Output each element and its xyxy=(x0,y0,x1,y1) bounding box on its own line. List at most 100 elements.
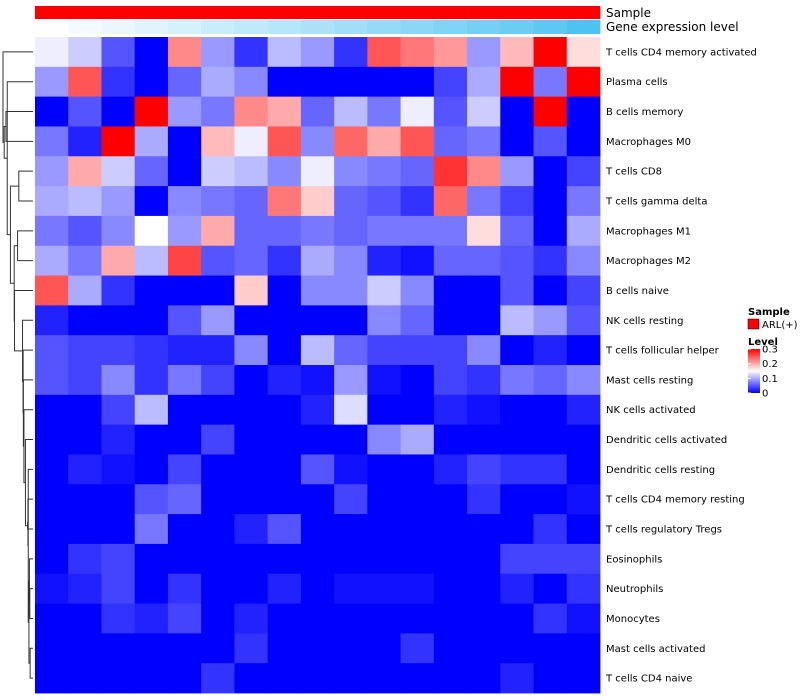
legend-level-title: Level xyxy=(748,337,778,348)
heatmap-cell xyxy=(201,514,235,545)
heatmap-cell xyxy=(400,335,435,366)
heatmap-cell xyxy=(35,186,69,217)
heatmap-cell xyxy=(101,156,136,187)
heatmap-cell xyxy=(400,156,435,187)
sample-track-label: Sample xyxy=(606,6,651,20)
heatmap-cell xyxy=(533,66,568,98)
heatmap-cell xyxy=(334,126,368,157)
heatmap-cell xyxy=(433,215,468,247)
heatmap-cell xyxy=(267,573,302,604)
heatmap-cell xyxy=(68,215,102,247)
heatmap-cell xyxy=(467,245,501,276)
heatmap-cell xyxy=(201,424,235,455)
heatmap-cell xyxy=(367,215,401,247)
heatmap-cell xyxy=(334,66,368,98)
heatmap-cell xyxy=(267,37,302,68)
heatmap-cell xyxy=(467,394,501,426)
heatmap-cell xyxy=(267,275,302,306)
legend-tick-label: 0.1 xyxy=(762,374,778,385)
gene-expression-track-cell xyxy=(566,20,601,34)
heatmap-cell xyxy=(400,603,435,634)
heatmap-cell xyxy=(533,365,568,396)
heatmap-cell xyxy=(300,335,335,366)
heatmap-cell xyxy=(201,96,235,127)
heatmap-cell xyxy=(267,633,302,664)
legend-level-colorbar xyxy=(748,349,760,393)
legend-tick-label: 0.2 xyxy=(762,359,778,370)
heatmap-cell xyxy=(167,394,202,426)
heatmap-cell xyxy=(68,245,102,276)
gene-expression-annotation-track xyxy=(35,20,601,34)
heatmap-cell xyxy=(101,484,136,515)
heatmap-cell xyxy=(134,245,169,276)
heatmap-cell xyxy=(68,66,102,98)
heatmap-cell xyxy=(134,37,169,68)
heatmap-cell xyxy=(400,394,435,426)
heatmap-cell xyxy=(400,514,435,545)
row-label: Mast cells activated xyxy=(606,644,705,655)
gene-expression-track-cell xyxy=(101,20,136,34)
heatmap-cell xyxy=(101,394,136,426)
heatmap-cell xyxy=(167,66,202,98)
heatmap-cell xyxy=(35,156,69,187)
heatmap-cell xyxy=(400,126,435,157)
heatmap-cell xyxy=(566,424,601,455)
heatmap-cell xyxy=(367,66,401,98)
heatmap-cell xyxy=(367,156,401,187)
heatmap-cell xyxy=(167,245,202,276)
heatmap-cell xyxy=(566,454,601,485)
heatmap-cell xyxy=(167,603,202,634)
row-label: Monocytes xyxy=(606,614,660,625)
heatmap-cell xyxy=(68,335,102,366)
sample-track-cell xyxy=(35,6,69,19)
heatmap-cell xyxy=(68,37,102,68)
gene-expression-track-cell xyxy=(334,20,368,34)
heatmap-cell xyxy=(500,66,534,98)
heatmap-cell xyxy=(35,37,69,68)
heatmap-cell xyxy=(234,514,269,545)
heatmap-cell xyxy=(400,96,435,127)
heatmap-cell xyxy=(201,126,235,157)
sample-track-cell xyxy=(566,6,601,19)
legend-sample-title: Sample xyxy=(748,307,790,318)
gene-expression-track-cell xyxy=(134,20,169,34)
heatmap-cell xyxy=(267,215,302,247)
row-label: Macrophages M2 xyxy=(606,256,691,267)
heatmap-cell xyxy=(300,514,335,545)
heatmap-cell xyxy=(500,275,534,306)
heatmap-cell xyxy=(467,543,501,575)
heatmap-cell xyxy=(101,603,136,634)
heatmap-cell xyxy=(234,454,269,485)
heatmap-cell xyxy=(300,543,335,575)
heatmap-cell xyxy=(400,37,435,68)
heatmap-cell xyxy=(35,305,69,336)
heatmap-cell xyxy=(201,245,235,276)
heatmap-cell xyxy=(300,365,335,396)
heatmap-cell xyxy=(433,245,468,276)
sample-track-cell xyxy=(300,6,335,19)
heatmap-cell xyxy=(533,126,568,157)
heatmap-cell xyxy=(566,305,601,336)
heatmap-cell xyxy=(533,543,568,575)
heatmap-cell xyxy=(234,245,269,276)
sample-track-cell xyxy=(134,6,169,19)
heatmap-cell xyxy=(467,335,501,366)
heatmap-cell xyxy=(300,66,335,98)
heatmap-cell xyxy=(167,663,202,694)
legend-level-ticks: 0.3 0.2 0.1 0 xyxy=(748,345,778,400)
sample-track-cell xyxy=(367,6,401,19)
heatmap-cell xyxy=(300,305,335,336)
heatmap-cell xyxy=(201,633,235,664)
heatmap-cell xyxy=(500,633,534,664)
heatmap-cell xyxy=(467,454,501,485)
gene-expression-track-cell xyxy=(500,20,534,34)
heatmap-cell xyxy=(300,424,335,455)
heatmap-cell xyxy=(533,484,568,515)
heatmap-cell xyxy=(201,305,235,336)
heatmap-cell xyxy=(134,186,169,217)
dendrogram-branch xyxy=(13,245,18,322)
heatmap-cell xyxy=(500,156,534,187)
heatmap-cell xyxy=(267,514,302,545)
heatmap-cell xyxy=(35,573,69,604)
heatmap-cell xyxy=(533,573,568,604)
